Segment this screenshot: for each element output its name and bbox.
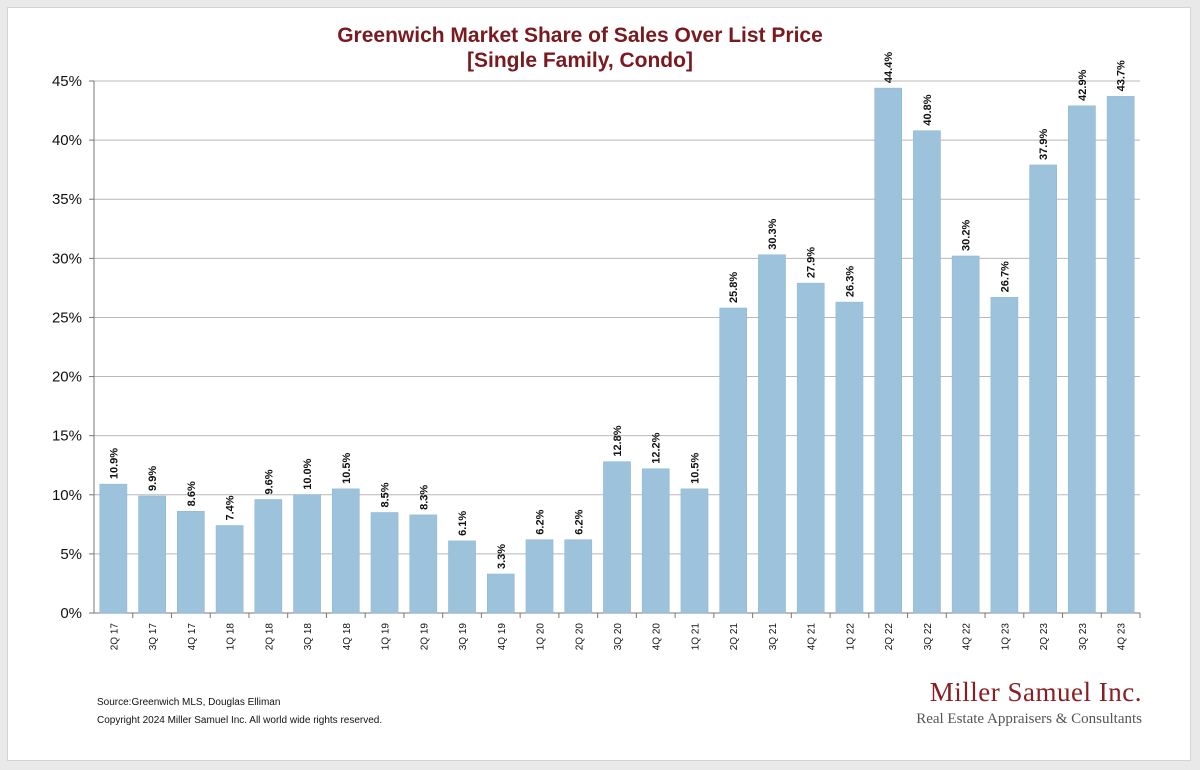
- bar: [215, 525, 244, 614]
- bar: [486, 573, 515, 614]
- bar: [835, 301, 864, 614]
- data-label: 40.8%: [922, 94, 934, 125]
- x-tick-label: 1Q 20: [536, 623, 547, 651]
- x-tick-label: 2Q 22: [884, 623, 895, 651]
- bar: [448, 540, 476, 614]
- x-tick-label: 4Q 18: [342, 623, 353, 651]
- bar: [680, 488, 709, 614]
- data-label: 10.9%: [108, 448, 120, 479]
- bar: [138, 495, 166, 614]
- brand-logo-name: Miller Samuel Inc.: [929, 677, 1142, 707]
- data-label: 8.3%: [418, 485, 430, 510]
- x-tick-label: 3Q 17: [148, 623, 159, 651]
- x-tick-label: 4Q 21: [807, 623, 818, 651]
- bar: [1029, 164, 1057, 614]
- x-tick-label: 3Q 21: [768, 623, 779, 651]
- data-label: 25.8%: [728, 272, 740, 303]
- data-label: 42.9%: [1077, 69, 1089, 100]
- data-label: 6.1%: [457, 511, 469, 536]
- copyright-note: Copyright 2024 Miller Samuel Inc. All wo…: [97, 715, 383, 726]
- data-label: 9.6%: [263, 469, 275, 494]
- x-tick-label: 4Q 22: [962, 623, 973, 651]
- data-label: 8.6%: [186, 481, 198, 506]
- bar: [525, 539, 554, 614]
- bar: [641, 468, 670, 614]
- bar: [874, 87, 902, 614]
- data-label: 10.5%: [341, 452, 353, 483]
- source-note: Source:Greenwich MLS, Douglas Elliman: [97, 697, 281, 708]
- bar: [603, 461, 631, 614]
- data-label: 44.4%: [883, 52, 895, 83]
- x-tick-label: 1Q 22: [845, 623, 856, 651]
- chart-subtitle: [Single Family, Condo]: [467, 49, 693, 72]
- y-tick-label: 45%: [52, 73, 82, 90]
- y-tick-label: 15%: [52, 428, 82, 445]
- x-tick-label: 2Q 20: [574, 623, 585, 651]
- bar: [913, 130, 941, 614]
- bar: [796, 282, 825, 614]
- bar: [990, 297, 1019, 614]
- bar: [1106, 96, 1135, 614]
- y-tick-label: 5%: [60, 546, 82, 563]
- x-tick-label: 2Q 23: [1039, 623, 1050, 651]
- x-tick-label: 4Q 23: [1117, 623, 1128, 651]
- y-tick-label: 20%: [52, 369, 82, 386]
- bar: [332, 488, 360, 614]
- y-tick-label: 30%: [52, 250, 82, 267]
- x-tick-label: 2Q 19: [419, 623, 430, 651]
- x-tick-label: 2Q 18: [264, 623, 275, 651]
- x-tick-label: 1Q 19: [381, 623, 392, 651]
- data-label: 37.9%: [1038, 129, 1050, 160]
- data-label: 30.2%: [961, 220, 973, 251]
- x-tick-label: 1Q 18: [226, 623, 237, 651]
- x-tick-label: 2Q 17: [109, 623, 120, 651]
- data-label: 12.2%: [651, 432, 663, 463]
- data-label: 6.2%: [535, 509, 547, 534]
- data-label: 27.9%: [806, 247, 818, 278]
- data-label: 7.4%: [225, 495, 237, 520]
- data-label: 10.0%: [302, 458, 314, 489]
- bar: [177, 511, 205, 614]
- x-tick-label: 2Q 21: [729, 623, 740, 651]
- x-tick-label: 3Q 18: [303, 623, 314, 651]
- data-label: 3.3%: [496, 544, 508, 569]
- x-tick-label: 3Q 23: [1078, 623, 1089, 651]
- data-label: 30.3%: [767, 218, 779, 249]
- bar: [564, 539, 593, 614]
- y-tick-label: 10%: [52, 487, 82, 504]
- bar: [370, 512, 399, 614]
- bar: [719, 307, 748, 614]
- bar: [951, 255, 980, 614]
- data-label: 26.3%: [844, 266, 856, 297]
- x-tick-label: 3Q 22: [923, 623, 934, 651]
- y-tick-label: 25%: [52, 309, 82, 326]
- data-label: 12.8%: [612, 425, 624, 456]
- y-tick-label: 0%: [60, 605, 82, 622]
- y-tick-label: 35%: [52, 191, 82, 208]
- data-label: 10.5%: [689, 452, 701, 483]
- x-tick-label: 3Q 20: [613, 623, 624, 651]
- bar: [758, 254, 786, 614]
- x-tick-label: 4Q 19: [497, 623, 508, 651]
- bar: [409, 514, 438, 614]
- data-label: 43.7%: [1116, 60, 1128, 91]
- data-label: 26.7%: [999, 261, 1011, 292]
- x-tick-label: 3Q 19: [458, 623, 469, 651]
- data-label: 8.5%: [380, 482, 392, 507]
- chart-title: Greenwich Market Share of Sales Over Lis…: [337, 24, 823, 47]
- bar: [293, 494, 321, 614]
- data-label: 6.2%: [573, 509, 585, 534]
- data-label: 9.9%: [147, 466, 159, 491]
- brand-logo-tagline: Real Estate Appraisers & Consultants: [916, 711, 1142, 727]
- x-tick-label: 1Q 23: [1000, 623, 1011, 651]
- bar: [254, 499, 283, 614]
- y-tick-label: 40%: [52, 132, 82, 149]
- x-tick-label: 4Q 20: [652, 623, 663, 651]
- x-tick-label: 4Q 17: [187, 623, 198, 651]
- bar: [1068, 105, 1096, 614]
- bar: [99, 483, 128, 614]
- x-tick-label: 1Q 21: [690, 623, 701, 651]
